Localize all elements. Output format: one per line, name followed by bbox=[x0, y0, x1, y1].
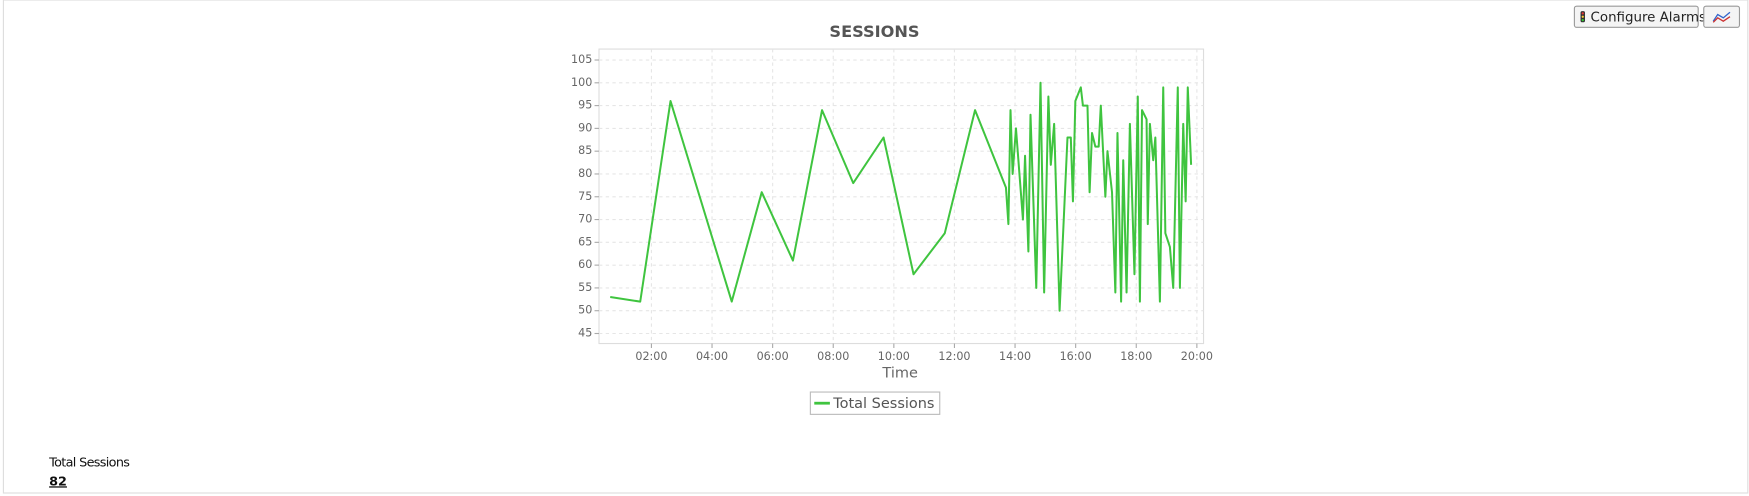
chart-type-button[interactable] bbox=[1703, 5, 1741, 28]
x-tick-label: 20:00 bbox=[1181, 350, 1213, 363]
chart-title: SESSIONS bbox=[829, 22, 919, 41]
chart-icon bbox=[1712, 16, 1731, 23]
x-tick-label: 06:00 bbox=[757, 350, 789, 363]
y-tick-label: 70 bbox=[578, 213, 592, 226]
x-tick-label: 02:00 bbox=[635, 350, 667, 363]
x-tick-label: 18:00 bbox=[1120, 350, 1152, 363]
x-tick-label: 08:00 bbox=[817, 350, 849, 363]
icon-dot bbox=[1581, 12, 1584, 15]
series-line bbox=[610, 81, 1193, 312]
y-tick-label: 90 bbox=[578, 121, 592, 134]
summary-value[interactable]: 82 bbox=[49, 474, 67, 489]
summary-label: Total Sessions bbox=[48, 455, 130, 470]
button-frame[interactable] bbox=[1573, 5, 1699, 28]
y-tick-label: 50 bbox=[578, 304, 592, 317]
icon-dot bbox=[1581, 18, 1584, 22]
y-tick-label: 75 bbox=[578, 190, 592, 203]
legend-frame bbox=[809, 391, 941, 415]
y-tick-label: 95 bbox=[578, 99, 592, 112]
x-axis-label: Time bbox=[881, 366, 918, 382]
x-tick-label: 10:00 bbox=[878, 350, 910, 363]
y-tick-label: 80 bbox=[578, 167, 592, 180]
legend-label: Total Sessions bbox=[832, 396, 934, 412]
x-tick-label: 12:00 bbox=[938, 350, 970, 363]
legend: Total Sessions bbox=[809, 391, 941, 415]
x-tick-label: 16:00 bbox=[1060, 350, 1092, 363]
y-tick-label: 60 bbox=[578, 258, 592, 271]
y-tick-label: 55 bbox=[578, 281, 592, 294]
chart-icon bbox=[1712, 11, 1731, 22]
x-tick-label: 04:00 bbox=[696, 350, 728, 363]
y-tick-label: 105 bbox=[571, 53, 592, 66]
button-label[interactable]: Configure Alarms bbox=[1591, 10, 1706, 25]
y-tick-label: 85 bbox=[578, 144, 592, 157]
y-tick-label: 65 bbox=[578, 235, 592, 248]
y-tick-label: 100 bbox=[571, 76, 592, 89]
configure-alarms-button[interactable]: Configure Alarms bbox=[1573, 5, 1706, 28]
icon-dot bbox=[1581, 15, 1584, 18]
x-tick-label: 14:00 bbox=[999, 350, 1031, 363]
y-tick-label: 45 bbox=[578, 327, 592, 340]
